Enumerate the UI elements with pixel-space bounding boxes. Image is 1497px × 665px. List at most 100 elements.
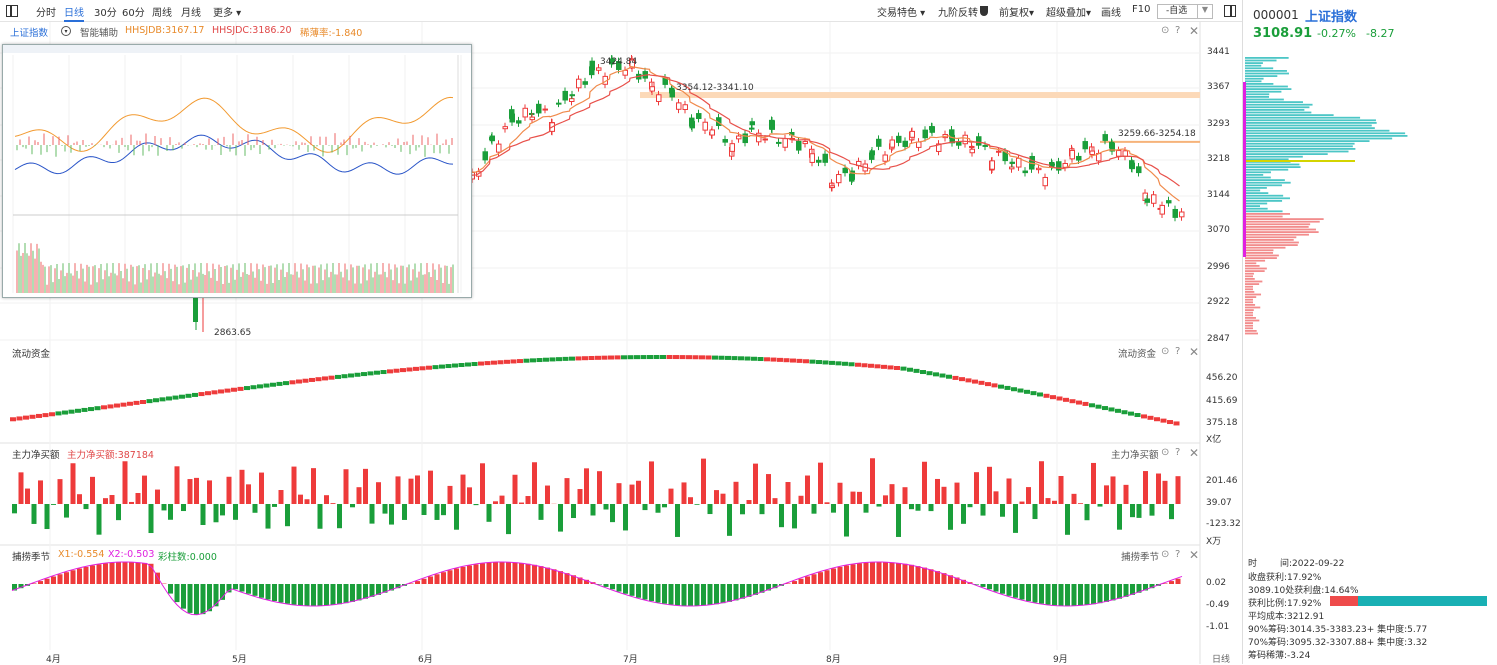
netbuy-bar bbox=[1176, 476, 1181, 504]
netbuy-bar bbox=[259, 473, 264, 504]
liquidity-bar bbox=[361, 372, 367, 376]
close-icon[interactable]: ✕ bbox=[1189, 446, 1199, 460]
netbuy-axis-2: 39.07 bbox=[1206, 498, 1232, 508]
candle bbox=[1050, 164, 1055, 165]
liquidity-bar bbox=[400, 368, 406, 372]
liquidity-bar bbox=[30, 415, 36, 419]
menu-overlay[interactable]: 超级叠加▾ bbox=[1046, 4, 1091, 19]
help-icon[interactable]: ? bbox=[1175, 25, 1180, 36]
netbuy-bar bbox=[227, 477, 232, 504]
netbuy-bar bbox=[1072, 494, 1077, 504]
settings-icon[interactable]: ⊙ bbox=[1161, 447, 1169, 458]
help-icon[interactable]: ? bbox=[1175, 346, 1180, 357]
settings-icon[interactable]: ⊙ bbox=[1161, 549, 1169, 560]
intraday-thumbnail-chart bbox=[3, 45, 471, 297]
liquidity-bar bbox=[88, 407, 94, 411]
help-icon[interactable]: ? bbox=[1175, 447, 1180, 458]
netbuy-bar bbox=[831, 504, 836, 513]
liquidity-bar bbox=[446, 364, 452, 368]
season-bar bbox=[1104, 584, 1109, 602]
liquidity-bar bbox=[212, 390, 218, 394]
candle bbox=[830, 186, 835, 188]
liquidity-bar bbox=[862, 363, 868, 367]
netbuy-bar bbox=[675, 504, 680, 537]
candle bbox=[657, 95, 662, 102]
liquidity-bar bbox=[62, 411, 68, 415]
liquidity-axis-2: 415.69 bbox=[1206, 396, 1238, 406]
intraday-thumbnail[interactable] bbox=[2, 44, 472, 298]
season-bar bbox=[526, 564, 531, 584]
tab-daily[interactable]: 日线 bbox=[64, 4, 84, 22]
annotation-high: 3424.84 bbox=[600, 57, 637, 67]
dropdown-circle-icon[interactable]: ▾ bbox=[61, 26, 71, 36]
stock-name[interactable]: 上证指数 bbox=[1305, 6, 1357, 25]
season-bar bbox=[64, 572, 69, 584]
settings-icon[interactable]: ⊙ bbox=[1161, 25, 1169, 36]
liquidity-bar bbox=[673, 355, 679, 359]
liquidity-bar bbox=[309, 378, 315, 382]
netbuy-bar bbox=[292, 467, 297, 504]
settings-icon[interactable]: ⊙ bbox=[1161, 346, 1169, 357]
netbuy-bar bbox=[25, 489, 30, 504]
chevron-down-icon[interactable]: ▼ bbox=[1197, 5, 1212, 18]
season-bar bbox=[831, 568, 836, 584]
season-bar bbox=[253, 584, 258, 596]
liquidity-bar bbox=[524, 359, 530, 363]
season-bar bbox=[77, 568, 82, 584]
menu-adjust[interactable]: 前复权▾ bbox=[999, 4, 1034, 19]
netbuy-bar bbox=[636, 481, 641, 504]
season-bar bbox=[909, 565, 914, 584]
netbuy-bar bbox=[415, 475, 420, 504]
menu-nine-reversal[interactable]: 九阶反转 bbox=[938, 4, 978, 19]
liquidity-bar bbox=[199, 392, 205, 396]
netbuy-bar bbox=[643, 504, 648, 510]
season-bar bbox=[181, 584, 186, 609]
smart-assist[interactable]: 智能辅助 bbox=[80, 25, 118, 39]
menu-draw[interactable]: 画线 bbox=[1101, 4, 1121, 19]
index-name-badge[interactable]: 上证指数 bbox=[10, 25, 48, 39]
netbuy-bar bbox=[890, 484, 895, 504]
tab-more[interactable]: 更多 ▾ bbox=[213, 4, 241, 19]
netbuy-bar bbox=[708, 504, 713, 514]
liquidity-bar bbox=[608, 356, 614, 360]
tab-30min[interactable]: 30分 bbox=[94, 4, 117, 19]
menu-f10[interactable]: F10 bbox=[1132, 4, 1150, 15]
liquidity-bar bbox=[556, 357, 562, 361]
panel-toggle-icon[interactable] bbox=[1224, 5, 1236, 17]
chip-bar bbox=[1245, 210, 1283, 212]
season-bar bbox=[123, 562, 128, 584]
close-icon[interactable]: ✕ bbox=[1189, 345, 1199, 359]
netbuy-bar bbox=[71, 463, 76, 504]
netbuy-bar bbox=[233, 504, 238, 520]
candle bbox=[1180, 212, 1185, 217]
menu-trade-feature[interactable]: 交易特色 ▾ bbox=[877, 4, 925, 19]
tab-monthly[interactable]: 月线 bbox=[181, 4, 201, 19]
liquidity-bar bbox=[777, 358, 783, 362]
tab-60min[interactable]: 60分 bbox=[122, 4, 145, 19]
tab-fenshi[interactable]: 分时 bbox=[36, 4, 56, 19]
chip-bar bbox=[1245, 62, 1263, 64]
candle bbox=[843, 168, 848, 172]
liquidity-bar bbox=[231, 388, 237, 392]
watchlist-select-value: -自选 bbox=[1166, 6, 1187, 16]
netbuy-bar bbox=[688, 497, 693, 504]
netbuy-bar bbox=[500, 496, 505, 504]
season-bar bbox=[129, 562, 134, 584]
thumb-toolbar bbox=[3, 45, 471, 53]
liquidity-bar bbox=[153, 398, 159, 402]
close-icon[interactable]: ✕ bbox=[1189, 24, 1199, 38]
chip-bar bbox=[1245, 333, 1258, 335]
season-bar bbox=[110, 563, 115, 584]
liquidity-bar bbox=[452, 364, 458, 368]
netbuy-bar bbox=[1130, 504, 1135, 517]
season-bar bbox=[422, 579, 427, 584]
candle bbox=[703, 122, 708, 130]
season-bar bbox=[714, 584, 719, 604]
sidebar-toggle-icon[interactable] bbox=[6, 5, 18, 17]
netbuy-bar bbox=[948, 504, 953, 530]
close-icon[interactable]: ✕ bbox=[1189, 548, 1199, 562]
chip-bar bbox=[1245, 171, 1271, 173]
tab-weekly[interactable]: 周线 bbox=[152, 4, 172, 19]
netbuy-bar bbox=[779, 504, 784, 527]
help-icon[interactable]: ? bbox=[1175, 549, 1180, 560]
